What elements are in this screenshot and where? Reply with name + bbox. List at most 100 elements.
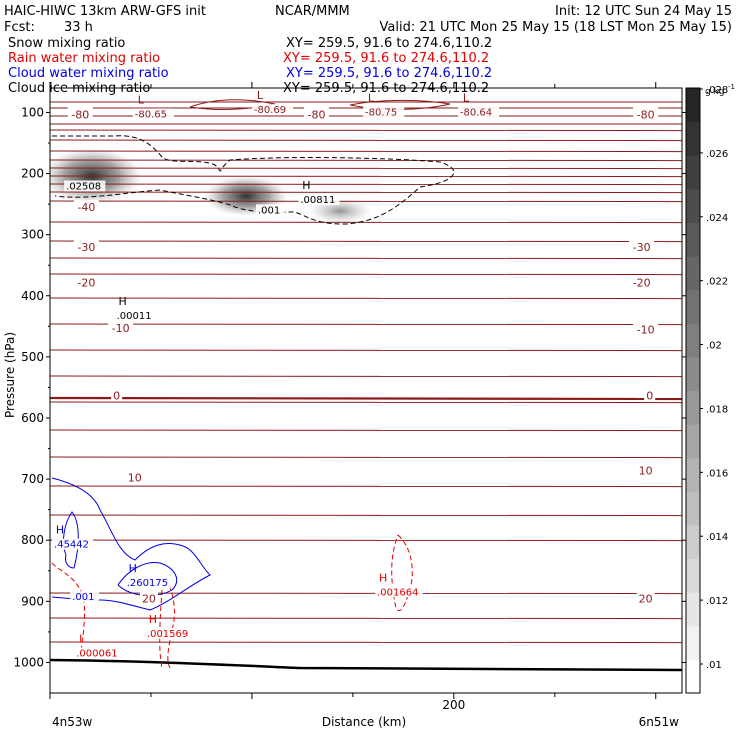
cloud-ice-contour: [52, 135, 455, 225]
isotherm-line: [50, 115, 682, 117]
temperature-label: 20: [142, 592, 156, 605]
isotherm-line: [50, 456, 682, 459]
temperature-isotherms: [50, 99, 682, 644]
temperature-label: 20: [639, 592, 653, 605]
field-xy-snow: XY= 259.5, 91.6 to 274.6,110.2: [286, 36, 493, 51]
colorbar-label: .026: [706, 149, 728, 160]
cloud-water-contour-left: [51, 477, 211, 611]
x-left-location-label: 4n53w: [52, 715, 93, 729]
colorbar-label: .01: [706, 660, 722, 671]
temperature-label-bg: [139, 591, 158, 604]
model-title: HAIC-HIWC 13km ARW-GFS init: [4, 4, 206, 19]
extremum-bg: [375, 586, 423, 598]
isotherm-line: [50, 617, 682, 620]
temperature-label-bg: [633, 107, 659, 120]
extremum-value: .001664: [377, 587, 418, 598]
extremum-letter: L: [138, 93, 145, 106]
colorbar-swatch: [686, 558, 700, 593]
colorbar-label: .028: [706, 85, 728, 96]
colorbar-swatch: [686, 155, 700, 190]
valid-time: Valid: 21 UTC Mon 25 May 15 (18 LST Mon …: [379, 20, 732, 35]
temperature-label: -30: [77, 241, 95, 254]
y-tick-label: 900: [21, 594, 44, 608]
temperature-label-bg: [125, 470, 144, 483]
temperature-label-bg: [108, 321, 134, 334]
isotherm-line: [50, 191, 682, 194]
temperature-label: -80: [637, 108, 655, 121]
x-right-location-label: 6n51w: [639, 715, 680, 729]
extremum-letter: L: [368, 92, 375, 105]
colorbar-label: .016: [706, 468, 728, 479]
colorbar-swatch: [686, 222, 700, 257]
extremum-value: .001569: [147, 629, 188, 640]
y-tick-label: 200: [21, 167, 44, 181]
isotherm-low-contour: [189, 99, 276, 110]
x-axis: 20 0: [49, 82, 657, 712]
colorbar-swatch: [686, 289, 700, 324]
extremum-value: -80.64: [460, 108, 492, 119]
temperature-label: 0: [646, 389, 653, 402]
temperature-label: -80: [308, 108, 326, 121]
extremum-letter: H: [118, 295, 126, 308]
colorbar-label: .024: [706, 213, 728, 224]
temperature-label: -10: [637, 323, 655, 336]
field-name-rain: Rain water mixing ratio: [8, 51, 161, 66]
extremum-bg: [74, 647, 122, 659]
x-axis-label: Distance (km): [322, 715, 406, 729]
colorbar-swatch: [686, 625, 700, 660]
colorbar-swatch: [686, 457, 700, 492]
field-name-cloud-water: Cloud water mixing ratio: [8, 66, 169, 81]
y-tick-label: 800: [21, 533, 44, 547]
x-tick-label: 200: [442, 698, 465, 712]
extremum-value: .260175: [127, 578, 168, 589]
temperature-label: 10: [639, 465, 653, 478]
extremum-value: -80.75: [365, 108, 397, 119]
extremum-letter: H: [56, 524, 64, 537]
isotherm-line: [50, 129, 682, 132]
isotherm-line: [50, 297, 682, 300]
cloud-water-contour-small: [63, 511, 79, 569]
isotherm-line: [50, 539, 682, 542]
temperature-label-bg: [73, 239, 99, 252]
extremum-bg: [457, 106, 500, 118]
temperature-label-bg: [304, 107, 330, 120]
isotherm-line: [50, 159, 682, 162]
y-axis-label: Pressure (hPa): [3, 332, 17, 418]
fcst-label: Fcst:: [4, 20, 35, 35]
extremum-value: -80.65: [135, 109, 167, 120]
extremum-letter: H: [149, 613, 157, 626]
extremum-letter: H: [129, 562, 137, 575]
extremum-value: .00811: [300, 195, 335, 206]
colorbar-swatch: [686, 592, 700, 627]
isotherm-line: [50, 200, 682, 203]
y-tick-label: 600: [21, 411, 44, 425]
isotherm-line: [50, 167, 682, 170]
isotherm-line: [50, 323, 682, 326]
extremum-value: .45442: [54, 540, 89, 551]
isotherm-line: [50, 641, 682, 644]
extremum-bg: [251, 104, 294, 116]
extremum-bg: [52, 538, 94, 550]
temperature-label: -30: [633, 241, 651, 254]
isotherm-line: [50, 221, 682, 224]
isotherm-line: [50, 123, 682, 125]
temperature-label-bg: [67, 107, 93, 120]
isotherm-line: [50, 240, 682, 243]
colorbar-unit: g kg: [705, 87, 725, 97]
extremum-bg: [298, 193, 340, 205]
terrain-surface: [50, 658, 682, 672]
colorbar: .01 .012 .014 .016 .018 .02 .022 .024 .026 .028: [685, 85, 728, 694]
temperature-label-bg: [629, 275, 655, 288]
temperature-label-bg: [111, 388, 123, 401]
extremum-bg: [114, 310, 156, 322]
temperature-label: -20: [633, 276, 651, 289]
extremum-value: .000061: [76, 648, 117, 659]
colorbar-swatch: [686, 524, 700, 560]
isotherm-line: [50, 257, 682, 260]
colorbar-swatch: [686, 121, 700, 156]
isotherm-line: [50, 139, 682, 142]
isotherm-line: [50, 375, 682, 378]
init-time: Init: 12 UTC Sun 24 May 15: [555, 4, 732, 19]
